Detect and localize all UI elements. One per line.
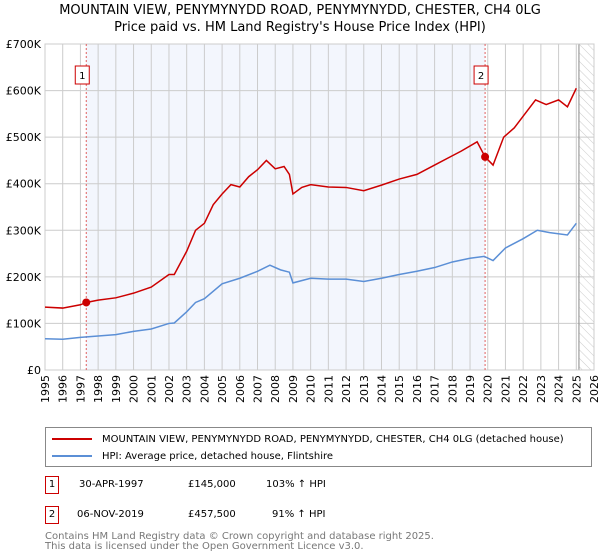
x-tick-label: 2013 [358, 375, 371, 403]
x-tick-label: 2015 [393, 375, 406, 403]
x-tick-label: 2012 [340, 375, 353, 403]
chart-title: MOUNTAIN VIEW, PENYMYNYDD ROAD, PENYMYNY… [59, 3, 541, 18]
x-tick-label: 2004 [198, 375, 211, 403]
transaction-hpi: 91% ↑ HPI [272, 509, 326, 520]
y-tick-label: £300K [6, 224, 42, 237]
x-tick-label: 1999 [110, 375, 123, 403]
legend-property: MOUNTAIN VIEW, PENYMYNYDD ROAD, PENYMYNY… [102, 433, 564, 445]
x-tick-label: 2019 [464, 375, 477, 403]
y-tick-label: £700K [6, 38, 42, 51]
x-tick-label: 2014 [375, 375, 388, 403]
x-tick-label: 2005 [216, 375, 229, 403]
x-tick-label: 2000 [128, 375, 141, 403]
legend-red-swatch [52, 438, 92, 440]
x-tick-label: 2001 [145, 375, 158, 403]
transaction-price: £457,500 [188, 509, 236, 520]
ownership-shading [86, 44, 486, 370]
y-tick-label: £600K [6, 85, 42, 98]
legend: MOUNTAIN VIEW, PENYMYNYDD ROAD, PENYMYNY… [45, 427, 592, 467]
sale-point [82, 298, 91, 307]
plot-border [44, 43, 595, 371]
transaction-number: 2 [45, 506, 59, 524]
price-paid-line [44, 87, 577, 309]
y-tick-label: £200K [6, 271, 42, 284]
x-tick-label: 2007 [252, 375, 265, 403]
y-tick-label: £500K [6, 131, 42, 144]
forecast-hatch [578, 44, 594, 370]
sale-label: 2 [478, 71, 484, 82]
x-tick-label: 1996 [57, 375, 70, 403]
legend-blue-swatch [52, 455, 92, 457]
x-tick-label: 2020 [482, 375, 495, 403]
footer-licence: This data is licensed under the Open Gov… [45, 541, 364, 552]
legend-hpi: HPI: Average price, detached house, Flin… [102, 450, 334, 462]
x-tick-label: 2009 [287, 375, 300, 403]
x-tick-label: 2011 [322, 375, 335, 403]
x-tick-label: 1997 [74, 375, 87, 403]
sale-point [481, 152, 490, 161]
x-tick-label: 1998 [92, 375, 105, 403]
x-tick-label: 2003 [181, 375, 194, 403]
sale-label-box [74, 65, 90, 85]
sale-label: 1 [79, 71, 85, 82]
footer-copyright: Contains HM Land Registry data © Crown c… [45, 531, 434, 542]
x-tick-label: 2025 [570, 375, 583, 403]
x-tick-label: 2018 [446, 375, 459, 403]
y-tick-label: £0 [27, 364, 41, 377]
y-tick-label: £400K [6, 178, 42, 191]
transaction-number: 1 [45, 476, 59, 494]
plot-area: 1995 1996 1997 1998 1999 2000 2001 2002 2003 2004… [6, 38, 600, 403]
x-tick-label: 2008 [269, 375, 282, 403]
y-tick-label: £100K [6, 317, 42, 330]
chart-subtitle: Price paid vs. HM Land Registry's House … [114, 20, 486, 35]
x-tick-label: 2022 [517, 375, 530, 403]
x-tick-label: 1995 [39, 375, 52, 403]
sale-label-box [473, 65, 489, 85]
x-tick-label: 2002 [163, 375, 176, 403]
transaction-hpi: 103% ↑ HPI [266, 479, 326, 490]
x-tick-label: 2026 [588, 375, 600, 403]
transaction-date: 30-APR-1997 [79, 479, 144, 490]
x-tick-label: 2006 [234, 375, 247, 403]
x-tick-label: 2017 [429, 375, 442, 403]
x-tick-label: 2010 [305, 375, 318, 403]
x-tick-label: 2021 [499, 375, 512, 403]
x-tick-label: 2016 [411, 375, 424, 403]
x-tick-label: 2023 [535, 375, 548, 403]
transaction-price: £145,000 [188, 479, 236, 490]
hpi-line [44, 222, 577, 341]
x-tick-label: 2024 [553, 375, 566, 403]
transaction-date: 06-NOV-2019 [77, 509, 144, 520]
